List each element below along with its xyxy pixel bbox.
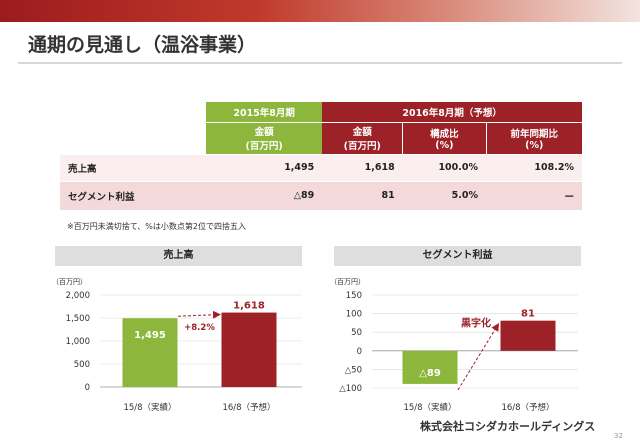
data-label: 1,495: [134, 330, 166, 341]
cell-sales-2015: 1,495: [206, 153, 323, 181]
header-accent-bar: [0, 0, 640, 22]
col-amount-2015: 金額 (百万円): [206, 121, 323, 154]
bar-sales-0: [122, 318, 178, 387]
growth-arrow: [177, 310, 221, 319]
x-category-label: 16/8（予想）: [501, 402, 554, 413]
col-amount-2016: 金額 (百万円): [322, 121, 404, 154]
turnaround-annotation: 黒字化: [461, 317, 491, 330]
data-label: 1,618: [233, 301, 265, 312]
chart-unit-label: （百万円）: [330, 278, 365, 286]
table-row: セグメント利益 △89 81 5.0% ー: [60, 180, 582, 210]
cell-sales-ratio: 100.0%: [402, 153, 487, 181]
growth-annotation: +8.2%: [184, 323, 215, 333]
summary-table: 2015年8月期 2016年8月期（予想） 金額 (百万円) 金額 (百万円) …: [60, 102, 582, 210]
y-tick-label: △50: [345, 365, 362, 375]
cell-profit-2015: △89: [206, 180, 323, 210]
cell-sales-2016: 1,618: [322, 153, 403, 181]
cell-profit-ratio: 5.0%: [402, 180, 487, 210]
chart-unit-label: （百万円）: [52, 278, 87, 286]
header-2016: 2016年8月期（予想）: [322, 102, 582, 122]
data-label: 81: [521, 309, 535, 320]
bar-profit-1: [500, 320, 556, 351]
page-number: 32: [614, 432, 623, 440]
col-ratio: 構成比 (%): [402, 121, 487, 154]
cell-profit-yoy: ー: [486, 180, 582, 210]
row-label-profit: セグメント利益: [60, 180, 206, 210]
y-tick-label: 1,500: [66, 314, 90, 324]
y-tick-label: 100: [346, 310, 362, 320]
turnaround-arrow: [457, 322, 500, 391]
table-row: 売上高 1,495 1,618 100.0% 108.2%: [60, 153, 582, 181]
cell-profit-2016: 81: [322, 180, 403, 210]
data-label: △89: [419, 368, 441, 379]
page-title: 通期の見通し（温浴事業）: [28, 34, 257, 56]
y-tick-label: 50: [351, 328, 362, 338]
title-divider: [18, 62, 622, 64]
bar-sales-1: [221, 312, 277, 387]
company-logo-text: 株式会社コシダカホールディングス: [420, 420, 596, 433]
x-category-label: 15/8（実績）: [403, 402, 456, 413]
y-tick-label: 150: [346, 291, 362, 301]
y-tick-label: 500: [74, 360, 90, 370]
y-tick-label: 0: [357, 347, 362, 357]
bar-profit-0: [402, 350, 458, 384]
header-2015: 2015年8月期: [206, 102, 323, 122]
y-tick-label: 2,000: [66, 291, 90, 301]
x-category-label: 16/8（予想）: [222, 402, 275, 413]
x-category-label: 15/8（実績）: [123, 402, 176, 413]
y-tick-label: △100: [339, 384, 362, 394]
y-tick-label: 1,000: [66, 337, 90, 347]
col-yoy: 前年同期比 (%): [486, 121, 582, 154]
chart-title-sales: 売上高: [55, 246, 302, 266]
footnote: ※百万円未満切捨て、%は小数点第2位で四捨五入: [67, 222, 246, 231]
chart-title-profit: セグメント利益: [334, 246, 581, 266]
row-label-sales: 売上高: [60, 153, 206, 181]
y-tick-label: 0: [85, 383, 90, 393]
cell-sales-yoy: 108.2%: [486, 153, 582, 181]
